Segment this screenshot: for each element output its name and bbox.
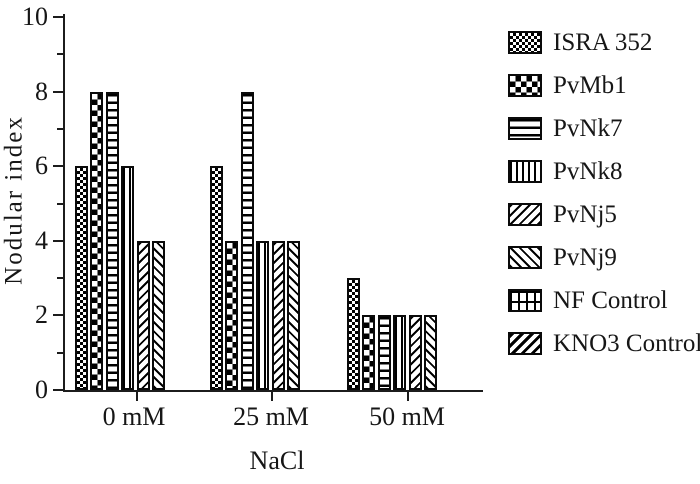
x-tick — [136, 392, 138, 401]
legend-label: NF Control — [553, 287, 668, 314]
bar-pvnj9 — [152, 241, 165, 390]
category-label: 25 mM — [233, 402, 309, 431]
y-tick-minor — [57, 351, 63, 354]
legend-swatch-checker-fine-icon — [508, 31, 542, 54]
legend-swatch-diagonal-dense-icon — [508, 332, 542, 355]
bar-pvnj5 — [409, 315, 422, 390]
category-label: 0 mM — [102, 402, 166, 431]
y-tick-label: 10 — [22, 2, 48, 31]
y-tick-minor — [57, 277, 63, 280]
bar-pvnk7 — [106, 92, 119, 390]
legend-swatch-stripes-vertical-icon — [508, 160, 542, 183]
y-axis-line — [63, 14, 65, 392]
legend-label: ISRA 352 — [553, 29, 653, 56]
legend-label: PvNj5 — [553, 201, 617, 228]
bar-pvnj9 — [424, 315, 437, 390]
x-tick — [407, 392, 409, 401]
bar-pvnj5 — [272, 241, 285, 390]
bar-pvnk8 — [121, 166, 134, 390]
bar-pvnj5 — [137, 241, 150, 390]
y-tick-minor — [57, 202, 63, 205]
y-tick-major — [53, 165, 63, 168]
legend-swatch-diagonal-backward-icon — [508, 246, 542, 269]
bar-pvnk7 — [241, 92, 254, 390]
y-tick-label: 4 — [35, 225, 48, 255]
bar-pvmb1 — [362, 315, 375, 390]
bar-pvnk7 — [378, 315, 391, 390]
y-tick-minor — [57, 127, 63, 130]
legend-swatch-stripes-horizontal-icon — [508, 117, 542, 140]
legend-label: PvNj9 — [553, 244, 617, 271]
legend-label: PvNk7 — [553, 115, 623, 142]
x-axis-line — [63, 390, 483, 392]
legend-label: PvNk8 — [553, 158, 623, 185]
y-tick-major — [53, 239, 63, 242]
legend-swatch-diagonal-forward-icon — [508, 203, 542, 226]
y-tick-label: 0 — [35, 375, 48, 404]
y-tick-major — [53, 314, 63, 317]
legend-swatch-grid-icon — [508, 289, 542, 312]
y-tick-label: 6 — [35, 151, 48, 181]
bar-pvmb1 — [225, 241, 238, 390]
x-axis-title: NaCl — [249, 446, 305, 475]
bar-isra-352 — [347, 278, 360, 390]
bar-pvnj9 — [287, 241, 300, 390]
y-tick-major — [53, 16, 63, 18]
bar-pvnk8 — [393, 315, 406, 390]
y-tick-label: 8 — [35, 76, 48, 106]
legend-label: KNO3 Control — [553, 330, 700, 357]
bar-isra-352 — [75, 166, 88, 390]
legend-swatch-checker-coarse-icon — [508, 74, 542, 97]
y-tick-major — [53, 90, 63, 93]
bar-pvnk8 — [256, 241, 269, 390]
y-axis-title: Nodular index — [0, 115, 28, 285]
legend-label: PvMb1 — [553, 72, 627, 99]
x-tick — [271, 392, 273, 401]
bar-pvmb1 — [90, 92, 103, 390]
y-tick-minor — [57, 53, 63, 56]
y-tick-major — [53, 389, 63, 391]
y-tick-label: 2 — [35, 300, 48, 330]
category-label: 50 mM — [369, 402, 445, 431]
bar-isra-352 — [210, 166, 223, 390]
